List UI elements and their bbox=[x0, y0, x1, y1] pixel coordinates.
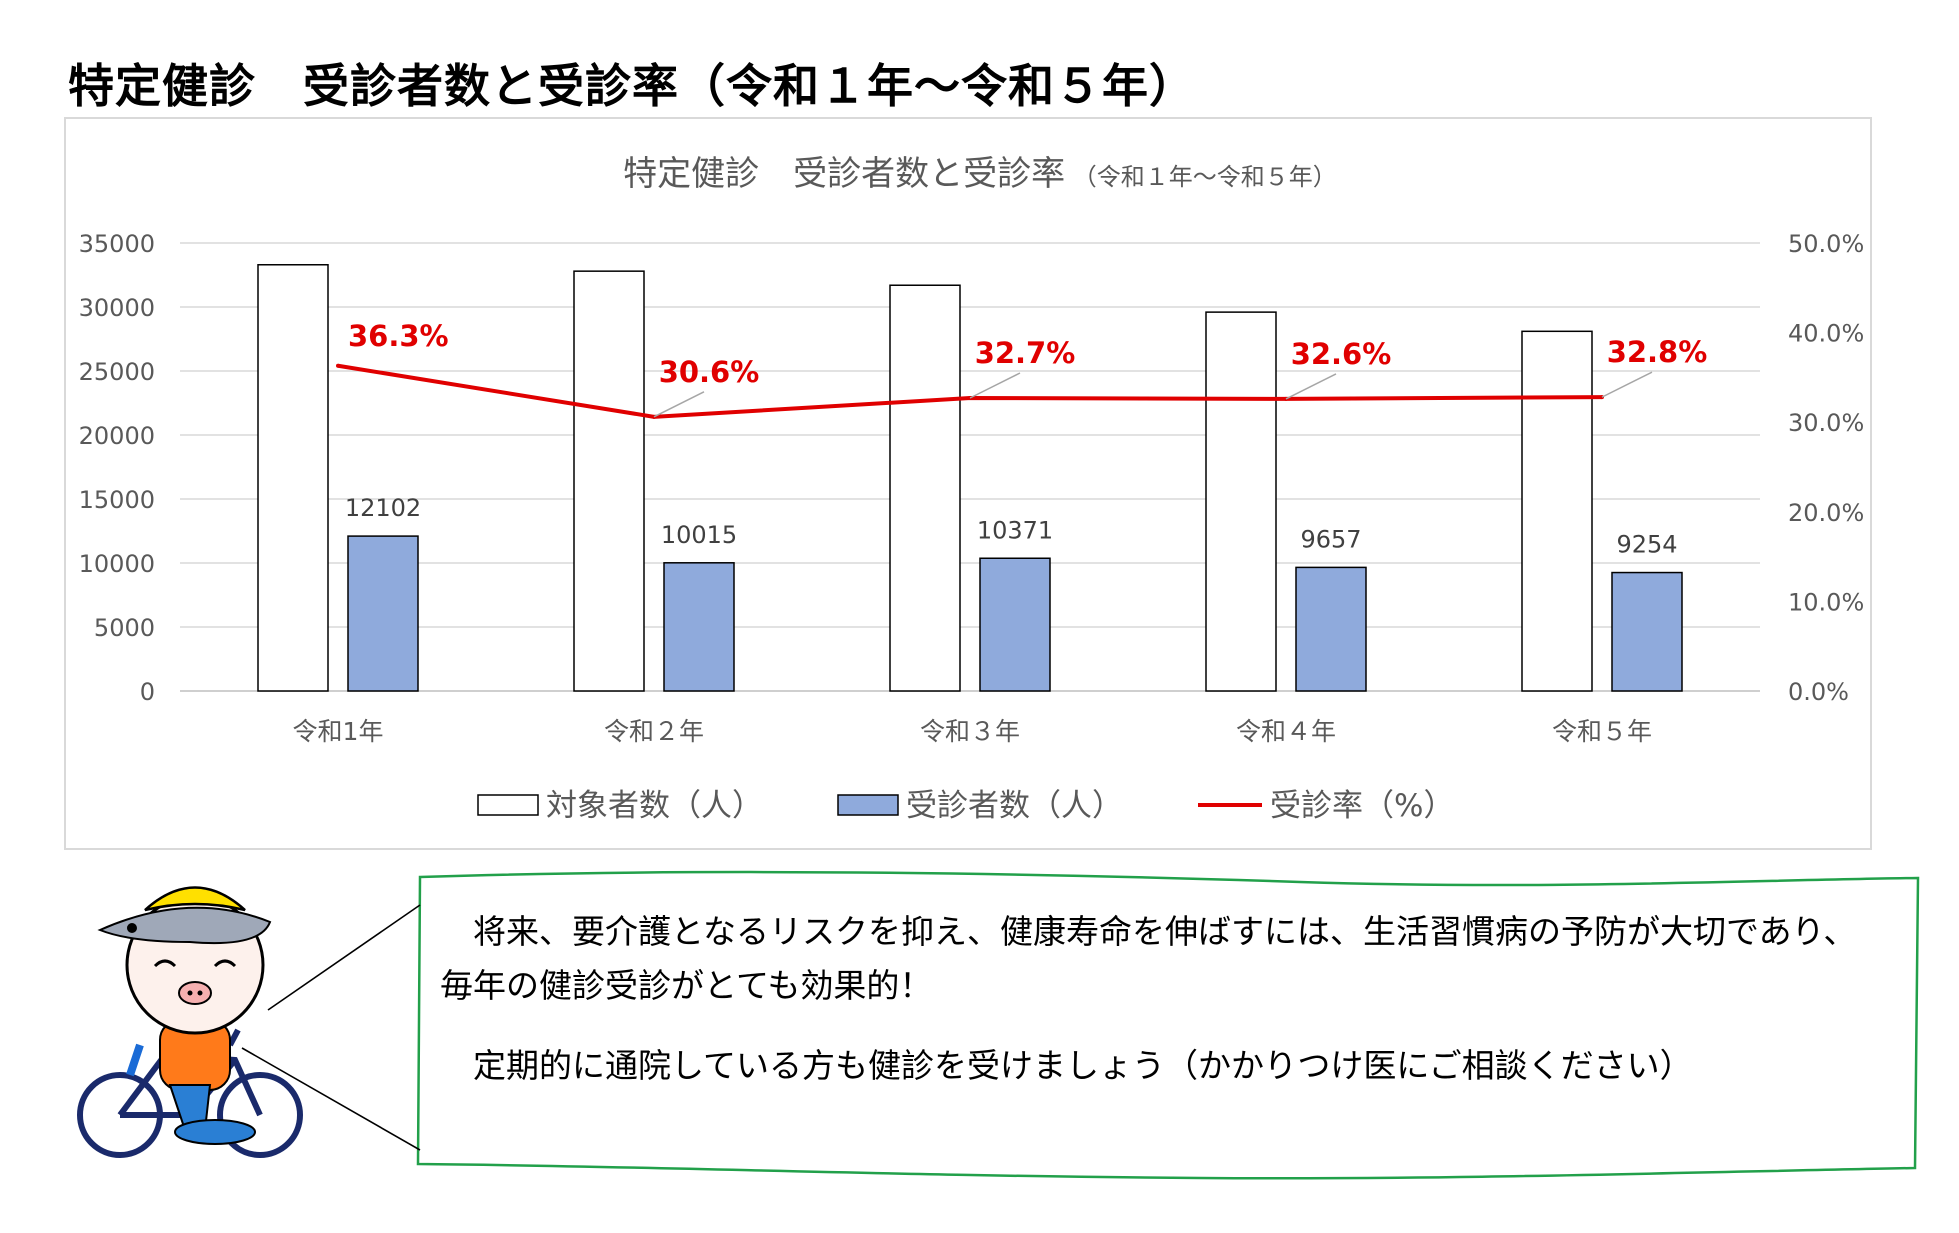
helmet-icon bbox=[144, 886, 246, 912]
fish-hat-icon bbox=[97, 906, 272, 945]
label-leader-line bbox=[653, 391, 705, 418]
message-paragraph-2: 定期的に通院している方も健診を受けましょう（かかりつけ医にご相談ください） bbox=[440, 1046, 1693, 1085]
bar-examined bbox=[1611, 571, 1683, 692]
rate-data-label: 32.8% bbox=[1607, 335, 1708, 369]
chart-title-main: 特定健診 受診者数と受診率 bbox=[623, 154, 1065, 194]
y2-tick-label: 40.0% bbox=[1788, 320, 1864, 348]
legend-label-target: 対象者数（人） bbox=[546, 788, 763, 824]
legend-swatch-examined bbox=[837, 794, 899, 816]
y-tick-label: 25000 bbox=[79, 358, 155, 386]
y-tick-label: 10000 bbox=[79, 550, 155, 578]
mascot-illustration bbox=[77, 886, 303, 1158]
bar-examined bbox=[979, 557, 1051, 692]
bar-target bbox=[889, 284, 961, 692]
rate-data-label: 32.6% bbox=[1291, 337, 1392, 371]
label-leader-line bbox=[1601, 371, 1653, 398]
bar-data-label: 12102 bbox=[345, 494, 421, 522]
bar-target bbox=[1521, 330, 1593, 692]
chart-frame bbox=[64, 117, 1872, 850]
y2-tick-label: 30.0% bbox=[1788, 409, 1864, 437]
rate-data-label: 32.7% bbox=[975, 336, 1076, 370]
message-paragraph-1: 将来、要介護となるリスクを抑え、健康寿命を伸ばすには、生活習慣病の予防が大切であ… bbox=[440, 912, 1857, 1005]
rate-point bbox=[336, 363, 340, 368]
x-tick-label: 令和４年 bbox=[1236, 717, 1336, 746]
bar-examined bbox=[663, 562, 735, 692]
mascot-body bbox=[159, 1019, 256, 1145]
legend-label-examined: 受診者数（人） bbox=[906, 788, 1123, 824]
y-tick-label: 15000 bbox=[79, 486, 155, 514]
x-tick-label: 令和３年 bbox=[920, 717, 1020, 746]
label-leader-line bbox=[1285, 373, 1337, 400]
bar-data-label: 10015 bbox=[661, 521, 737, 549]
legend-swatch-target bbox=[477, 794, 539, 816]
chart-subtitle: （令和１年～令和５年） bbox=[1065, 163, 1337, 191]
y2-tick-label: 50.0% bbox=[1788, 230, 1864, 258]
bar-target bbox=[573, 270, 645, 692]
x-tick-label: 令和1年 bbox=[293, 717, 384, 746]
page-title: 特定健診 受診者数と受診率（令和１年～令和５年） bbox=[68, 59, 1196, 113]
x-tick-label: 令和２年 bbox=[604, 717, 704, 746]
bar-data-label: 9254 bbox=[1616, 531, 1677, 559]
x-tick-label: 令和５年 bbox=[1552, 717, 1652, 746]
bar-target bbox=[1205, 311, 1277, 692]
bar-data-label: 10371 bbox=[977, 516, 1053, 544]
rate-data-label: 36.3% bbox=[348, 319, 449, 353]
label-leader-line bbox=[969, 372, 1021, 399]
chart-title: 特定健診 受診者数と受診率 （令和１年～令和５年） bbox=[623, 154, 1337, 194]
y2-tick-label: 10.0% bbox=[1788, 588, 1864, 616]
y-tick-label: 30000 bbox=[79, 294, 155, 322]
y2-tick-label: 0.0% bbox=[1788, 678, 1849, 706]
message-text: 将来、要介護となるリスクを抑え、健康寿命を伸ばすには、生活習慣病の予防が大切であ… bbox=[440, 905, 1870, 1093]
bar-target bbox=[257, 264, 329, 692]
y-tick-label: 20000 bbox=[79, 422, 155, 450]
y-tick-label: 5000 bbox=[94, 614, 155, 642]
rate-line bbox=[337, 363, 1603, 419]
bar-examined bbox=[1295, 566, 1367, 692]
y2-tick-label: 20.0% bbox=[1788, 499, 1864, 527]
rate-data-label: 30.6% bbox=[659, 355, 760, 389]
bar-examined bbox=[347, 535, 419, 692]
y-tick-label: 35000 bbox=[79, 230, 155, 258]
legend-label-rate: 受診率（%） bbox=[1270, 788, 1454, 824]
bar-data-label: 9657 bbox=[1300, 525, 1361, 553]
y-tick-label: 0 bbox=[140, 678, 155, 706]
